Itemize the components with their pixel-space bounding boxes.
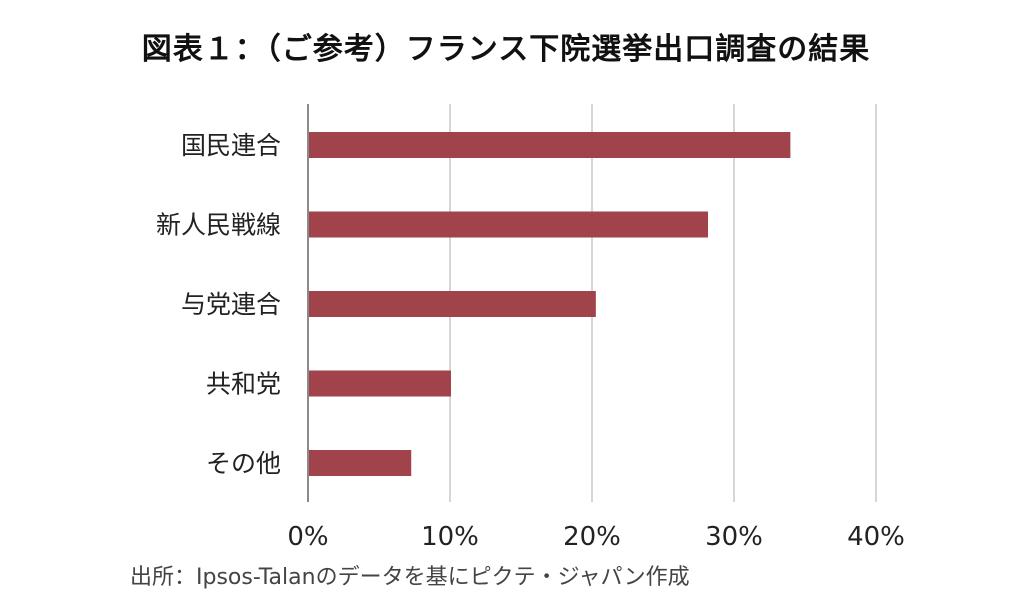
bar	[309, 291, 596, 317]
x-tick-label: 40%	[847, 522, 905, 552]
category-label: その他	[206, 449, 281, 478]
category-label: 新人民戦線	[156, 211, 281, 240]
category-label: 国民連合	[181, 131, 281, 160]
x-tick-label: 20%	[563, 522, 621, 552]
x-tick-label: 0%	[287, 522, 328, 552]
category-label: 共和党	[206, 370, 281, 399]
bar	[309, 370, 451, 397]
category-label: 与党連合	[181, 290, 281, 319]
x-tick-labels: 0% 10% 20% 30% 40%	[287, 522, 905, 552]
x-tick-label: 30%	[705, 522, 763, 552]
source-note: 出所：Ipsos-Talanのデータを基にピクテ・ジャパン作成	[130, 565, 690, 590]
bars	[309, 132, 791, 476]
bar	[309, 211, 709, 238]
bar	[309, 450, 412, 476]
bar	[309, 132, 791, 158]
x-tick-label: 10%	[421, 522, 479, 552]
chart-title: 図表１：（ご参考）フランス下院選挙出口調査の結果	[141, 32, 871, 67]
